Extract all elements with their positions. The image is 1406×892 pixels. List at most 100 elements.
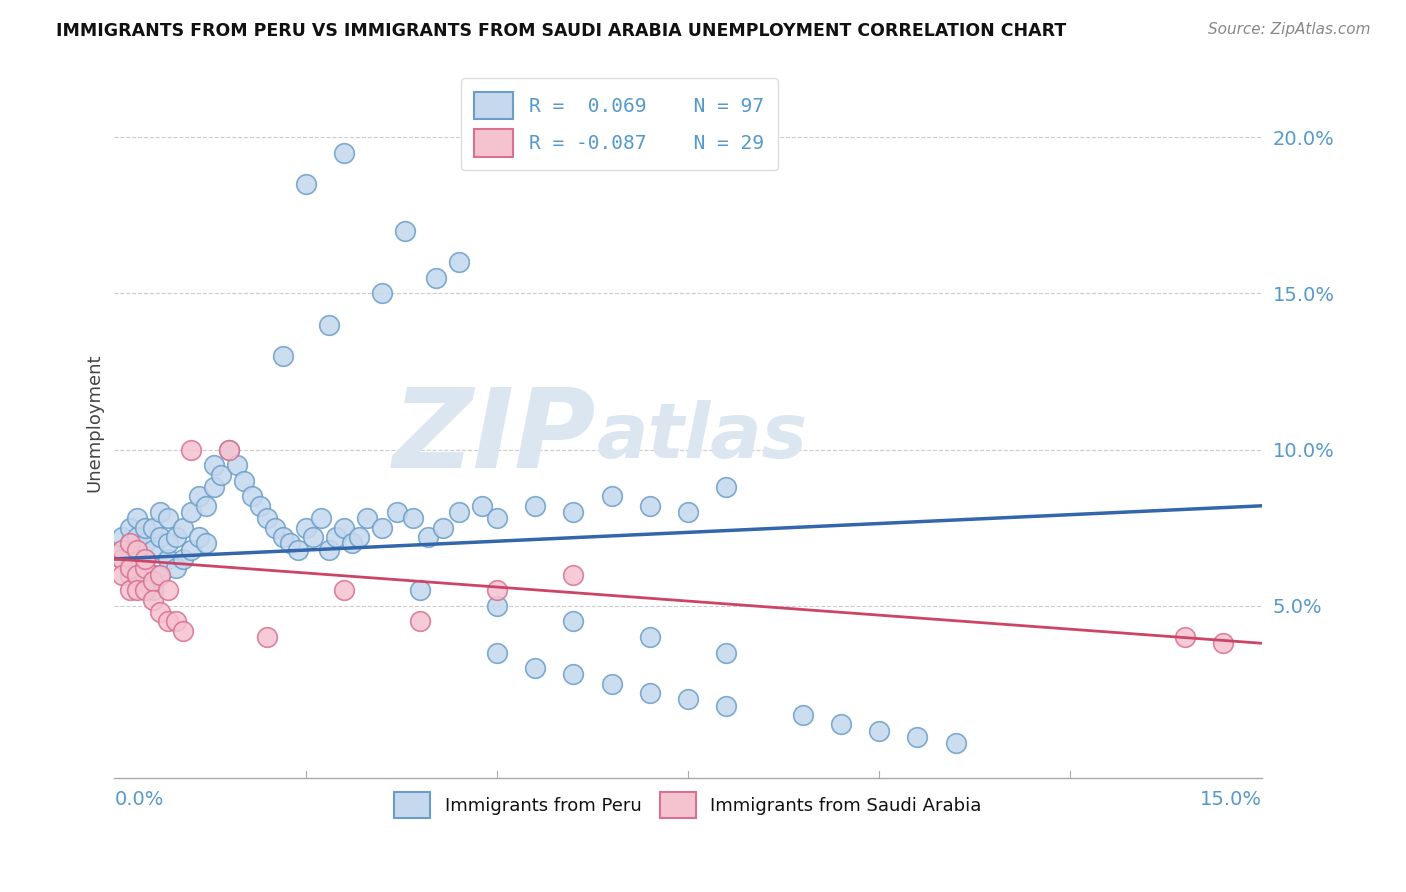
Text: 15.0%: 15.0% [1199, 789, 1261, 809]
Point [792, 708, 814, 723]
Point [1212, 636, 1234, 650]
Point [118, 521, 141, 535]
Point [111, 552, 134, 566]
Point [432, 521, 454, 535]
Point [225, 458, 247, 473]
Point [387, 505, 409, 519]
Point [256, 630, 278, 644]
Point [347, 530, 370, 544]
Text: Source: ZipAtlas.com: Source: ZipAtlas.com [1208, 22, 1371, 37]
Y-axis label: Unemployment: Unemployment [86, 354, 103, 492]
Point [149, 530, 172, 544]
Point [180, 505, 202, 519]
Point [638, 499, 661, 513]
Point [638, 686, 661, 700]
Point [294, 521, 316, 535]
Point [309, 511, 332, 525]
Point [172, 521, 194, 535]
Point [325, 530, 347, 544]
Point [127, 561, 149, 575]
Point [294, 177, 316, 191]
Point [485, 583, 508, 598]
Point [716, 646, 738, 660]
Point [142, 574, 165, 588]
Point [118, 561, 141, 575]
Point [118, 536, 141, 550]
Point [218, 442, 240, 457]
Point [127, 567, 149, 582]
Point [278, 536, 301, 550]
Point [134, 561, 156, 575]
Point [149, 505, 172, 519]
Point [485, 599, 508, 613]
Point [118, 567, 141, 582]
Point [416, 530, 439, 544]
Point [127, 542, 149, 557]
Point [264, 521, 287, 535]
Point [562, 615, 585, 629]
Point [142, 592, 165, 607]
Point [118, 583, 141, 598]
Point [195, 499, 218, 513]
Point [340, 536, 363, 550]
Point [118, 552, 141, 566]
Point [638, 630, 661, 644]
Point [127, 542, 149, 557]
Text: 0.0%: 0.0% [114, 789, 163, 809]
Point [716, 480, 738, 494]
Point [156, 511, 179, 525]
Point [256, 511, 278, 525]
Point [447, 255, 470, 269]
Point [485, 511, 508, 525]
Point [945, 736, 967, 750]
Point [402, 511, 425, 525]
Point [271, 530, 294, 544]
Point [202, 458, 225, 473]
Point [333, 145, 356, 160]
Point [127, 530, 149, 544]
Point [676, 505, 699, 519]
Point [134, 552, 156, 566]
Point [111, 530, 134, 544]
Point [134, 583, 156, 598]
Point [318, 318, 340, 332]
Point [287, 542, 309, 557]
Point [180, 442, 202, 457]
Point [333, 521, 356, 535]
Point [111, 552, 134, 566]
Point [485, 646, 508, 660]
Point [172, 552, 194, 566]
Point [134, 567, 156, 582]
Point [142, 521, 165, 535]
Point [562, 505, 585, 519]
Point [211, 467, 233, 482]
Text: ZIP: ZIP [392, 384, 596, 491]
Point [333, 583, 356, 598]
Point [409, 583, 432, 598]
Point [111, 542, 134, 557]
Text: IMMIGRANTS FROM PERU VS IMMIGRANTS FROM SAUDI ARABIA UNEMPLOYMENT CORRELATION CH: IMMIGRANTS FROM PERU VS IMMIGRANTS FROM … [56, 22, 1067, 40]
Point [142, 567, 165, 582]
Point [127, 574, 149, 588]
Point [600, 490, 623, 504]
Point [134, 536, 156, 550]
Point [371, 286, 394, 301]
Point [562, 667, 585, 681]
Point [394, 224, 416, 238]
Point [134, 521, 156, 535]
Point [156, 552, 179, 566]
Point [180, 542, 202, 557]
Point [218, 442, 240, 457]
Point [524, 499, 547, 513]
Point [524, 661, 547, 675]
Point [187, 490, 209, 504]
Point [165, 561, 187, 575]
Point [142, 583, 165, 598]
Point [562, 567, 585, 582]
Point [318, 542, 340, 557]
Point [830, 717, 852, 731]
Point [1174, 630, 1197, 644]
Point [600, 677, 623, 691]
Point [127, 583, 149, 598]
Legend: Immigrants from Peru, Immigrants from Saudi Arabia: Immigrants from Peru, Immigrants from Sa… [387, 785, 988, 825]
